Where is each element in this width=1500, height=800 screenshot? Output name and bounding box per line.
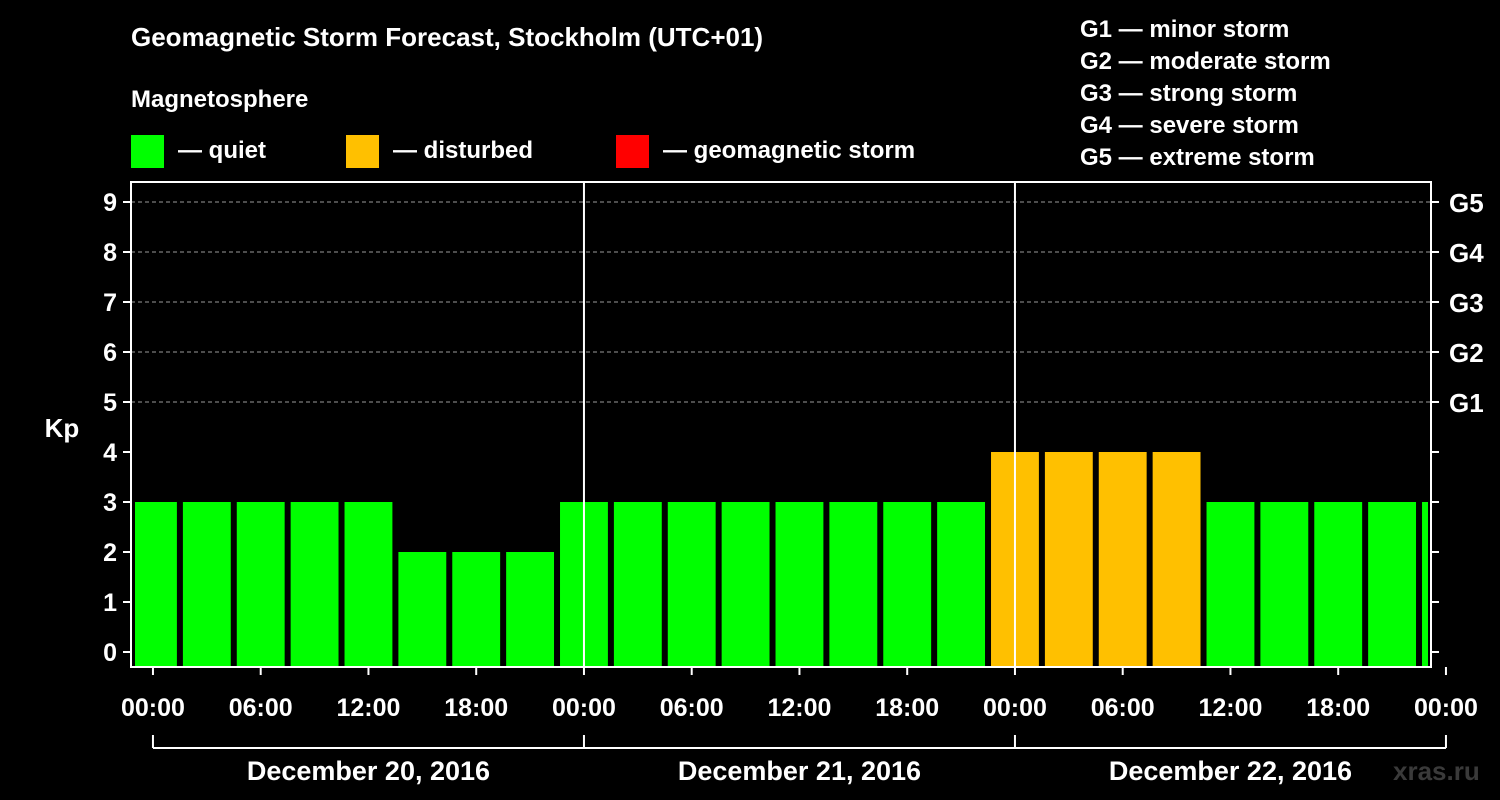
right-axis-label-g5: G5	[1449, 188, 1484, 218]
kp-bar	[667, 502, 716, 667]
legend-quiet-swatch	[131, 134, 164, 168]
day-label: December 21, 2016	[678, 756, 921, 786]
kp-bar	[135, 502, 177, 667]
y-tick-label: 8	[103, 239, 117, 267]
kp-bar	[1260, 502, 1309, 667]
y-tick-label: 0	[103, 639, 117, 667]
watermark: xras.ru	[1393, 756, 1480, 786]
legend-heading: Magnetosphere	[131, 86, 309, 113]
x-tick-label: 18:00	[1306, 694, 1370, 722]
storm-level-g4: G4 — severe storm	[1080, 112, 1299, 139]
kp-bar	[452, 552, 501, 667]
x-tick-label: 12:00	[336, 694, 400, 722]
kp-bar	[613, 502, 662, 667]
x-tick-label: 12:00	[1198, 694, 1262, 722]
kp-bar	[721, 502, 770, 667]
kp-bar	[1098, 452, 1147, 667]
x-tick-label: 06:00	[229, 694, 293, 722]
right-axis-label-g3: G3	[1449, 288, 1484, 318]
x-tick-label: 06:00	[660, 694, 724, 722]
right-axis-label-g2: G2	[1449, 338, 1484, 368]
kp-bar	[344, 502, 393, 667]
kp-bar	[775, 502, 824, 667]
day-label: December 22, 2016	[1109, 756, 1352, 786]
storm-level-g2: G2 — moderate storm	[1080, 48, 1331, 75]
legend-quiet-label: — quiet	[178, 137, 266, 164]
legend-storm-swatch	[616, 134, 649, 168]
y-tick-label: 4	[103, 439, 117, 467]
legend-disturbed-label: — disturbed	[393, 137, 534, 164]
x-tick-label: 18:00	[444, 694, 508, 722]
y-tick-label: 6	[103, 339, 117, 367]
kp-bar	[937, 502, 986, 667]
kp-bar	[1152, 452, 1201, 667]
kp-bar	[1368, 502, 1417, 667]
x-tick-label: 00:00	[552, 694, 616, 722]
y-tick-label: 1	[103, 589, 117, 617]
kp-bar	[1206, 502, 1255, 667]
legend-disturbed-swatch	[346, 134, 379, 168]
day-label: December 20, 2016	[247, 756, 490, 786]
plot-frame	[130, 181, 1432, 668]
legend-storm: — geomagnetic storm	[616, 134, 915, 168]
y-tick-label: 7	[103, 289, 117, 317]
kp-bar	[182, 502, 231, 667]
kp-bar	[1314, 502, 1363, 667]
kp-bar	[506, 552, 555, 667]
x-tick-label: 06:00	[1091, 694, 1155, 722]
y-tick-label: 5	[103, 389, 117, 417]
x-tick-label: 00:00	[1414, 694, 1478, 722]
right-axis-label-g1: G1	[1449, 388, 1484, 418]
kp-bar	[883, 502, 932, 667]
x-tick-label: 00:00	[983, 694, 1047, 722]
kp-bar	[1422, 502, 1428, 667]
storm-level-list: G1 — minor storm G2 — moderate storm G3 …	[1080, 14, 1331, 174]
y-tick-label: 3	[103, 489, 117, 517]
kp-bar	[236, 502, 285, 667]
storm-level-g1: G1 — minor storm	[1080, 16, 1290, 43]
kp-bar	[398, 552, 447, 667]
storm-level-g3: G3 — strong storm	[1080, 80, 1298, 107]
legend-disturbed: — disturbed	[346, 134, 533, 168]
kp-bar	[1044, 452, 1093, 667]
legend-quiet: — quiet	[131, 134, 266, 168]
y-axis-title: Kp	[45, 413, 80, 443]
chart-title: Geomagnetic Storm Forecast, Stockholm (U…	[131, 22, 764, 52]
right-axis-label-g4: G4	[1449, 238, 1484, 268]
x-tick-label: 00:00	[121, 694, 185, 722]
kp-bar	[290, 502, 339, 667]
y-tick-label: 2	[103, 539, 117, 567]
y-tick-label: 9	[103, 189, 117, 217]
x-tick-label: 12:00	[767, 694, 831, 722]
storm-level-g5: G5 — extreme storm	[1080, 144, 1315, 171]
legend-storm-label: — geomagnetic storm	[663, 137, 916, 164]
kp-bar	[829, 502, 878, 667]
x-tick-label: 18:00	[875, 694, 939, 722]
